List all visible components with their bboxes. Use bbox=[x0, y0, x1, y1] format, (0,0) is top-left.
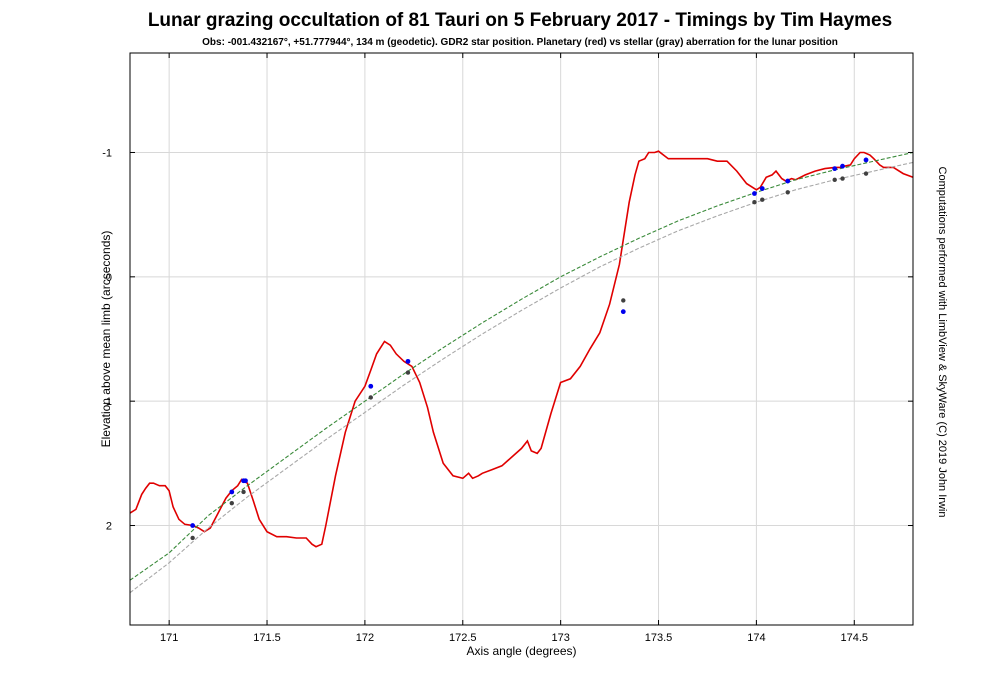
planetary-timing-point bbox=[785, 178, 791, 184]
stellar-timing-point bbox=[840, 176, 845, 181]
x-tick-label: 174.5 bbox=[841, 632, 869, 644]
stellar-timing-point bbox=[241, 489, 246, 495]
stellar-timing-point bbox=[405, 370, 411, 375]
stellar-timing-point bbox=[832, 177, 837, 183]
x-tick-label: 173.5 bbox=[645, 632, 673, 644]
planetary-timing-point bbox=[863, 157, 869, 163]
y-tick-label: -1 bbox=[102, 147, 112, 159]
y-tick-label: 0 bbox=[106, 272, 112, 284]
planetary-timing-point bbox=[405, 358, 411, 364]
grid-lines bbox=[130, 53, 913, 625]
planetary-timing-point bbox=[190, 523, 196, 528]
planetary-timing-point bbox=[752, 191, 757, 196]
stellar-aberration-line bbox=[129, 161, 914, 594]
limb-profile-line bbox=[129, 150, 914, 548]
planetary-timing-point bbox=[832, 166, 838, 172]
stellar-timing-point bbox=[621, 298, 626, 303]
planetary-timing-point bbox=[840, 163, 845, 169]
axis-ticks: 171 171.5 172 172.5 173 173.5 174 174.5 -1 0 1 2 bbox=[102, 53, 913, 644]
plot-frame bbox=[129, 52, 914, 626]
planetary-aberration-line bbox=[129, 151, 914, 581]
planetary-timing-point bbox=[368, 383, 374, 389]
y-tick-label: 1 bbox=[106, 396, 112, 408]
series-layer bbox=[129, 150, 914, 594]
chart-subtitle: Obs: -001.432167°, +51.777944°, 134 m (g… bbox=[202, 37, 838, 48]
x-tick-label: 172.5 bbox=[449, 632, 477, 644]
stellar-timing-point bbox=[863, 171, 869, 176]
x-tick-label: 173 bbox=[551, 632, 569, 644]
stellar-timing-point bbox=[760, 197, 765, 202]
stellar-timing-point bbox=[190, 535, 195, 541]
x-tick-label: 174 bbox=[747, 632, 765, 644]
x-tick-label: 171 bbox=[160, 632, 178, 644]
stellar-timing-point bbox=[368, 395, 373, 400]
chart-title: Lunar grazing occultation of 81 Tauri on… bbox=[147, 10, 893, 31]
planetary-timing-point bbox=[620, 309, 626, 315]
y-axis-label: Elevation above mean limb (arcseconds) bbox=[99, 231, 113, 448]
planetary-timing-point bbox=[243, 478, 248, 484]
planetary-timing-point bbox=[759, 186, 765, 191]
y-tick-label: 2 bbox=[106, 521, 112, 533]
x-axis-label: Axis angle (degrees) bbox=[466, 644, 576, 658]
stellar-timing-point bbox=[785, 190, 790, 195]
stellar-timing-point bbox=[229, 500, 234, 506]
x-tick-label: 171.5 bbox=[253, 632, 281, 644]
stellar-timing-point bbox=[752, 200, 757, 205]
planetary-timing-point bbox=[229, 489, 235, 495]
x-tick-label: 172 bbox=[356, 632, 374, 644]
timing-points-layer bbox=[190, 157, 869, 541]
